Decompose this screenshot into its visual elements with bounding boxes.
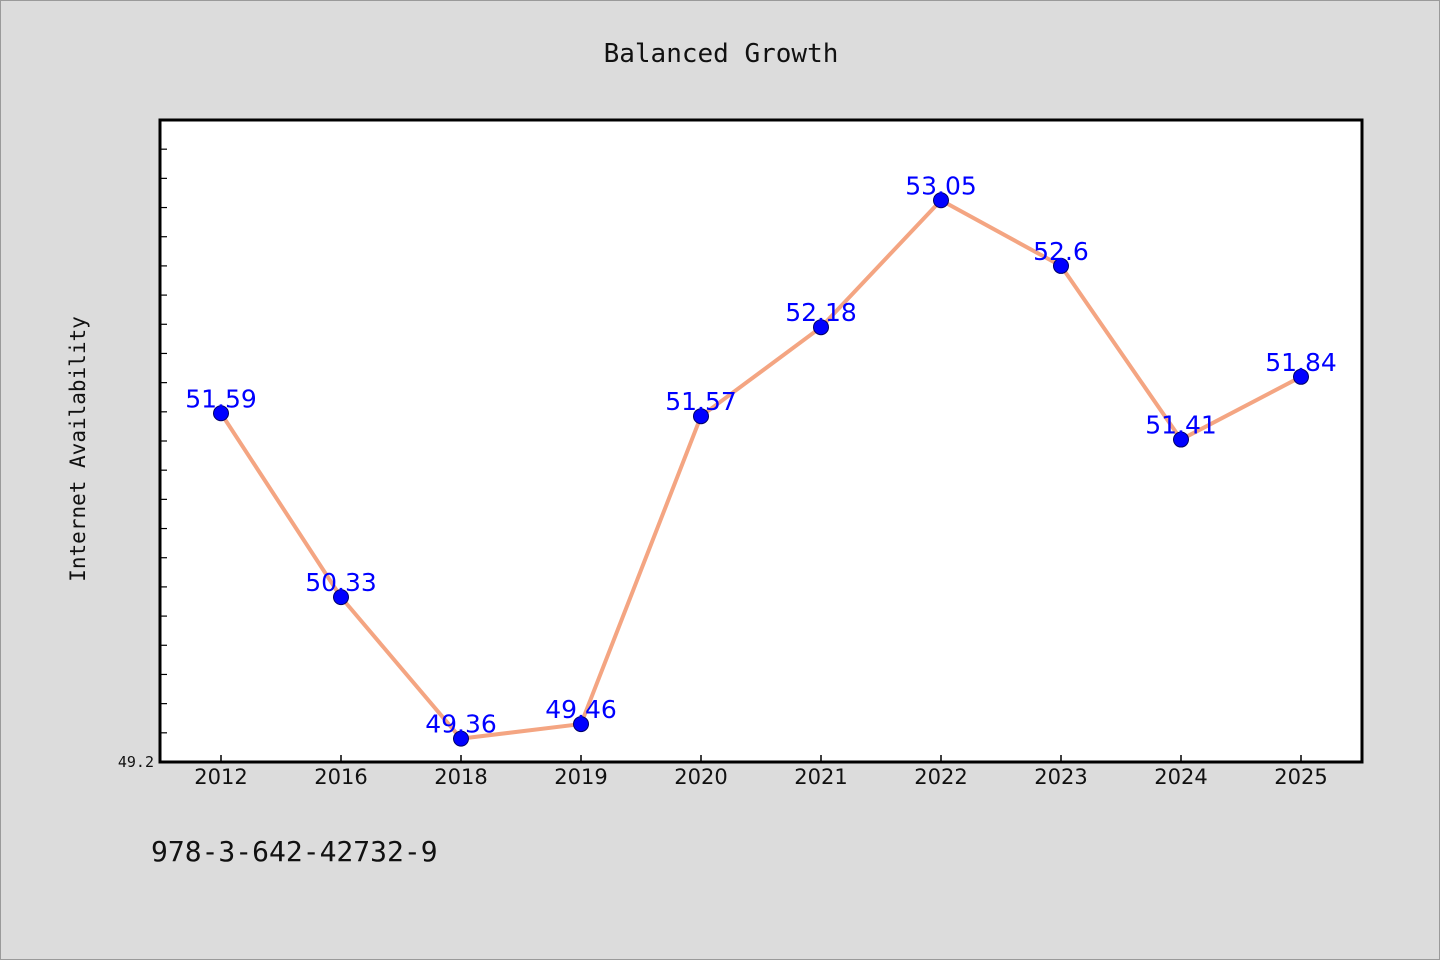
x-tick-label: 2024 [1154, 765, 1207, 789]
y-axis-label: Internet Availability [66, 316, 90, 582]
data-point [573, 716, 589, 733]
data-point [1293, 368, 1309, 385]
x-tick-label: 2025 [1274, 765, 1327, 789]
data-label: 51.84 [1265, 348, 1337, 377]
data-label: 51.41 [1145, 411, 1217, 440]
data-labels: 51.59 50.33 49.36 49.46 51.57 52.18 53.05 52.6 5… [185, 171, 1337, 738]
x-tick-label: 2020 [674, 765, 727, 789]
data-point [693, 408, 709, 425]
data-label: 51.57 [665, 387, 737, 416]
data-label: 52.18 [785, 298, 857, 327]
data-label: 53.05 [905, 171, 977, 200]
x-axis-tick-labels: 2012 2016 2018 2019 2020 2021 2022 2023 2024 2025 [194, 765, 1327, 789]
data-point [333, 589, 349, 606]
x-tick-label: 2022 [914, 765, 967, 789]
x-tick-label: 2012 [194, 765, 247, 789]
x-tick-label: 2021 [794, 765, 847, 789]
x-tick-label: 2018 [434, 765, 487, 789]
data-label: 50.33 [305, 568, 377, 597]
data-label: 51.59 [185, 384, 257, 413]
series-markers [213, 192, 1309, 747]
y-axis-ticks [160, 148, 167, 763]
data-point [1053, 257, 1069, 274]
plot-area [158, 118, 1364, 764]
data-point [933, 192, 949, 209]
data-point [813, 319, 829, 336]
x-tick-label: 2023 [1034, 765, 1087, 789]
x-tick-label: 2016 [314, 765, 367, 789]
isbn-note: 978-3-642-42732-9 [151, 835, 438, 868]
data-label: 49.36 [425, 710, 497, 739]
series-line [219, 198, 1302, 741]
data-label: 52.6 [1033, 237, 1089, 266]
y-tick-label: 49.2 [118, 753, 154, 771]
x-tick-label: 2019 [554, 765, 607, 789]
data-point [213, 405, 229, 422]
data-label: 49.46 [545, 695, 617, 724]
data-point [453, 730, 469, 747]
data-point [1173, 431, 1189, 448]
chart-title: Balanced Growth [604, 39, 839, 69]
x-axis-ticks [220, 755, 1302, 762]
